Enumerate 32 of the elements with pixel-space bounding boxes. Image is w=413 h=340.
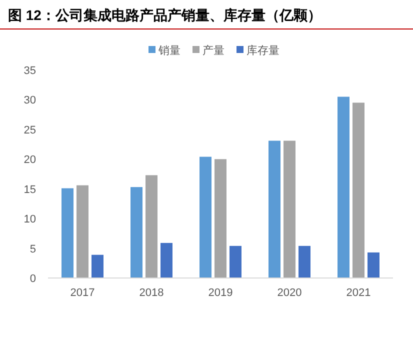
y-tick-label: 25 — [24, 124, 36, 136]
x-tick-label: 2017 — [70, 287, 95, 299]
y-tick-label: 10 — [24, 214, 36, 226]
bar — [338, 96, 350, 278]
bar — [214, 159, 226, 278]
bar — [230, 246, 242, 278]
bar — [284, 140, 296, 278]
y-tick-label: 20 — [24, 154, 36, 166]
bar — [298, 246, 310, 278]
bar — [92, 254, 104, 278]
bar — [368, 252, 380, 278]
bar — [352, 102, 364, 278]
y-tick-label: 35 — [24, 65, 36, 77]
bar — [62, 188, 74, 278]
x-tick-label: 2020 — [277, 287, 302, 299]
legend-label: 库存量 — [246, 44, 280, 57]
x-tick-label: 2021 — [346, 287, 371, 299]
legend-label: 产量 — [202, 44, 224, 57]
y-tick-label: 5 — [30, 243, 36, 256]
bar — [146, 175, 158, 278]
y-tick-label: 15 — [24, 184, 36, 196]
legend-label: 销量 — [158, 45, 180, 57]
bar — [200, 156, 212, 278]
y-tick-label: 30 — [24, 94, 36, 107]
bar — [76, 185, 88, 278]
x-tick-label: 2019 — [208, 287, 233, 299]
y-tick-label: 0 — [30, 273, 36, 285]
chart-title: 图 12：公司集成电路产品产销量、库存量（亿颗） — [8, 7, 322, 23]
bar — [130, 187, 142, 278]
x-tick-label: 2018 — [139, 287, 164, 299]
bar — [268, 140, 280, 278]
bar — [160, 242, 172, 278]
